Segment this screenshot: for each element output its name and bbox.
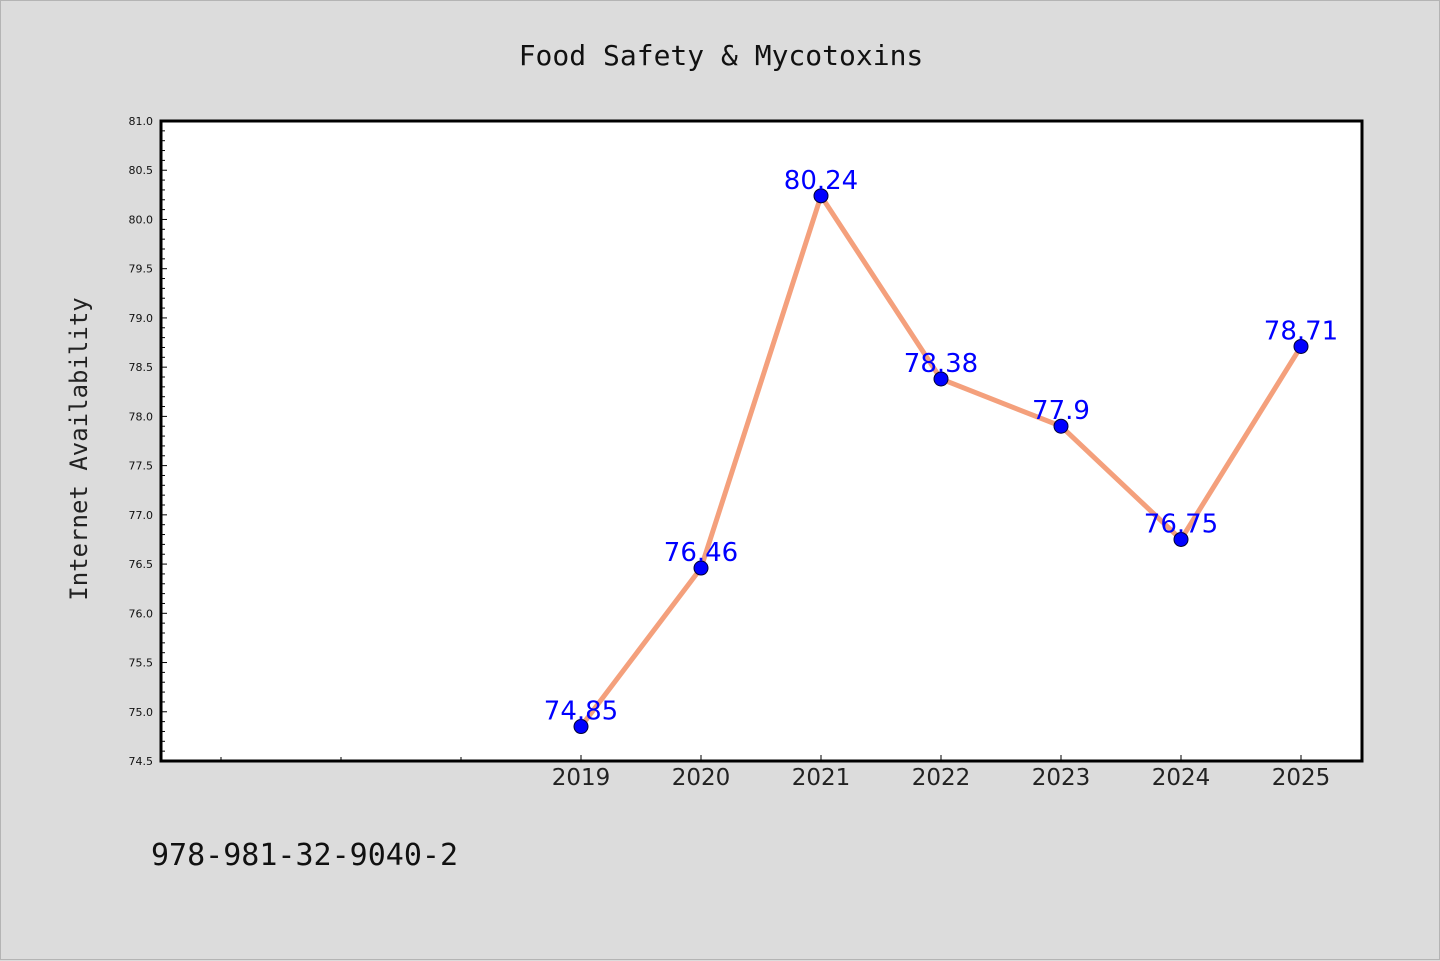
x-tick-label: 2021 (792, 765, 851, 791)
x-axis-ticks: 2019 2020 2021 2022 2023 2024 2025 (552, 755, 1331, 791)
x-tick-label: 2023 (1032, 765, 1091, 791)
y-tick-label: 77.5 (129, 460, 154, 473)
x-tick-label: 2025 (1272, 765, 1331, 791)
x-tick-label: 2020 (672, 765, 731, 791)
data-label-2024: 76.75 (1144, 509, 1218, 539)
y-tick-label: 81.0 (129, 115, 154, 128)
y-tick-label: 74.5 (129, 755, 154, 768)
chart-title: Food Safety & Mycotoxins (519, 39, 924, 72)
data-point-2023 (1053, 418, 1069, 434)
y-tick-label: 75.0 (129, 706, 154, 719)
y-tick-label: 78.0 (129, 410, 154, 423)
footnote-isbn: 978-981-32-9040-2 (151, 838, 458, 873)
data-label-2021: 80.24 (784, 166, 858, 196)
y-tick-label: 77.0 (129, 509, 154, 522)
series-layer: 74.85 76.46 80.24 78.38 77.9 76.75 78.71 (544, 166, 1338, 735)
data-label-2022: 78.38 (904, 349, 978, 379)
data-point-2025 (1293, 338, 1309, 354)
y-tick-label: 76.0 (129, 607, 154, 620)
data-point-2020 (693, 560, 709, 576)
y-tick-label: 80.0 (129, 213, 154, 226)
y-tick-label: 79.5 (129, 263, 154, 276)
data-label-2025: 78.71 (1264, 316, 1338, 346)
y-tick-label: 80.5 (129, 164, 154, 177)
data-point-2022 (933, 371, 949, 387)
data-point-2019 (573, 719, 589, 735)
data-label-2019: 74.85 (544, 697, 618, 727)
y-tick-label: 75.5 (129, 657, 154, 670)
x-tick-label: 2019 (552, 765, 611, 791)
y-axis-label: Internet Availability (65, 297, 93, 600)
plot-area (159, 119, 1364, 763)
x-tick-label: 2022 (912, 765, 971, 791)
data-point-2024 (1173, 531, 1189, 547)
data-point-2021 (813, 188, 829, 204)
y-tick-label: 78.5 (129, 361, 154, 374)
x-tick-label: 2024 (1152, 765, 1211, 791)
y-axis-ticks: 74.5 75.0 75.5 76.0 76.5 77.0 77.5 78.0 78.5 79.0… (129, 115, 167, 768)
data-label-2020: 76.46 (664, 538, 738, 568)
y-tick-label: 76.5 (129, 558, 154, 571)
x-minor-ticks (220, 757, 462, 761)
y-tick-label: 79.0 (129, 312, 154, 325)
data-label-2023: 77.9 (1032, 396, 1090, 426)
